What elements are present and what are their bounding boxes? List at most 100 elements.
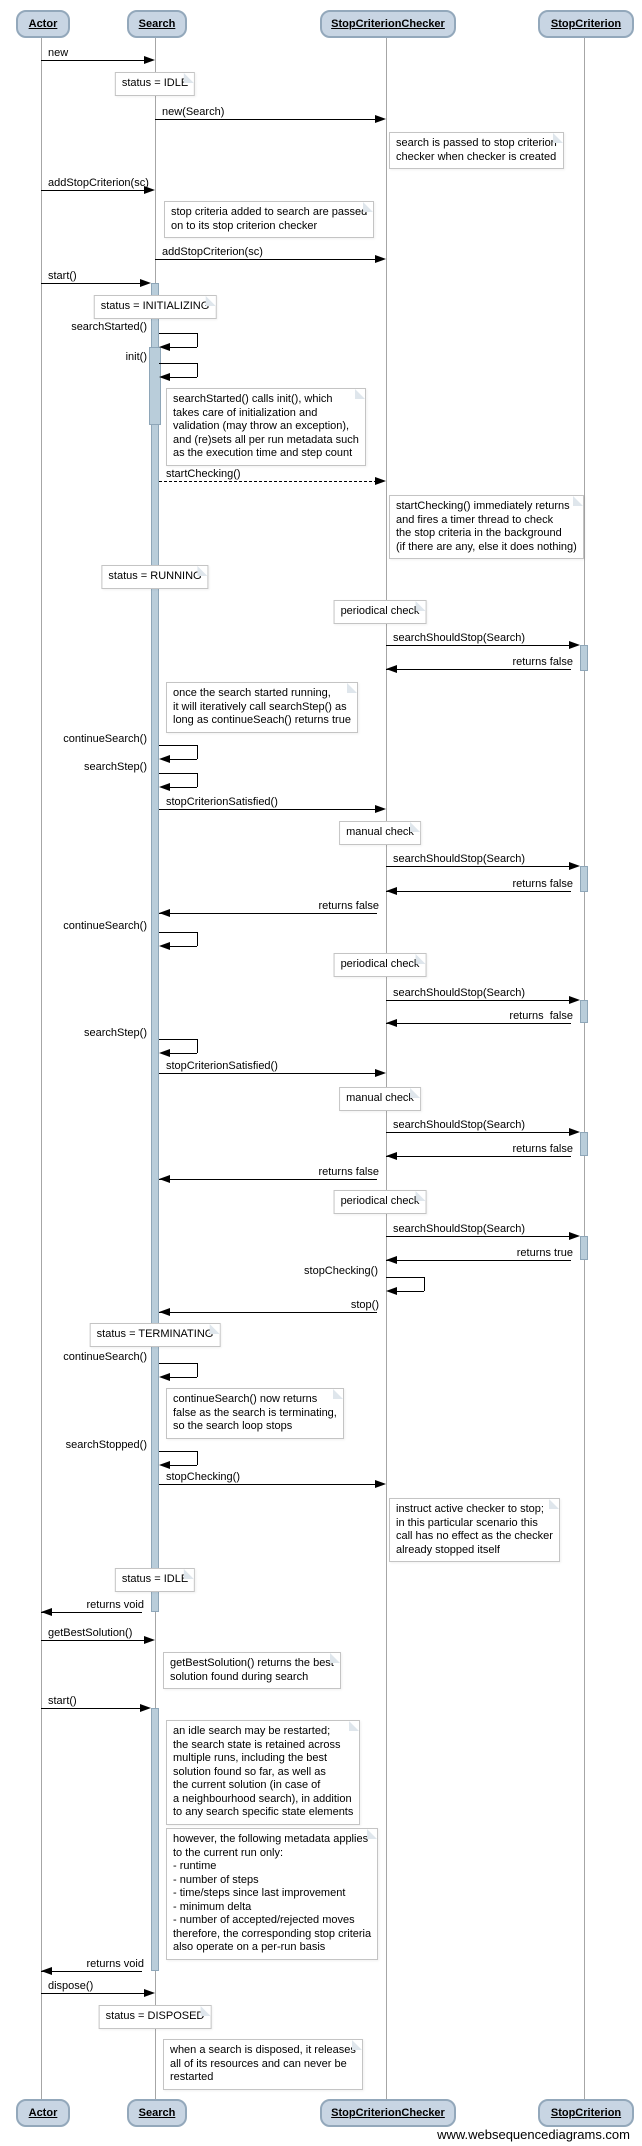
arrowhead: [144, 56, 155, 64]
message-label: returns false: [512, 1143, 573, 1155]
note: periodical check: [333, 600, 427, 624]
arrowhead: [159, 1461, 170, 1469]
message-line: [41, 283, 142, 284]
lifeline-criterion: [584, 36, 585, 2099]
arrowhead: [144, 1636, 155, 1644]
message-line: [159, 809, 377, 810]
message-line: [159, 913, 377, 914]
note: periodical check: [333, 953, 427, 977]
arrowhead: [159, 1175, 170, 1183]
participant-criterion-top: StopCriterion: [538, 10, 634, 38]
message-line: [386, 891, 571, 892]
arrowhead: [386, 887, 397, 895]
message-label: continueSearch(): [63, 920, 147, 932]
message-line: [41, 190, 146, 191]
message-line: [396, 1291, 424, 1292]
note: status = RUNNING: [101, 565, 209, 589]
participant-checker-top: StopCriterionChecker: [320, 10, 456, 38]
message-line: [159, 1312, 377, 1313]
message-line: [159, 363, 197, 364]
arrowhead: [375, 805, 386, 813]
note: startChecking() immediately returns and …: [389, 495, 584, 559]
message-label: searchStep(): [84, 1027, 147, 1039]
arrowhead: [386, 1256, 397, 1264]
message-line: [386, 645, 571, 646]
message-line: [197, 363, 198, 377]
arrowhead: [375, 477, 386, 485]
message-label: returns void: [86, 1599, 144, 1611]
message-line: [424, 1277, 425, 1291]
message-label: searchStarted(): [71, 321, 147, 333]
message-label: init(): [125, 351, 147, 363]
arrowhead: [375, 1069, 386, 1077]
lifeline-actor: [41, 36, 42, 2099]
note: when a search is disposed, it releases a…: [163, 2039, 363, 2090]
arrowhead: [569, 641, 580, 649]
message-line: [169, 759, 197, 760]
message-line: [159, 1484, 377, 1485]
message-line: [169, 377, 197, 378]
note: an idle search may be restarted; the sea…: [166, 1720, 361, 1825]
activation-bar-search: [151, 1708, 159, 1971]
note: status = IDLE: [114, 72, 196, 96]
arrowhead: [159, 909, 170, 917]
message-line: [41, 1708, 142, 1709]
message-line: [386, 1260, 571, 1261]
message-label: returns false: [318, 1166, 379, 1178]
note: status = TERMINATING: [89, 1323, 221, 1347]
arrowhead: [569, 1232, 580, 1240]
message-label: searchShouldStop(Search): [393, 632, 526, 644]
activation-bar-search: [151, 283, 159, 1612]
arrowhead: [159, 942, 170, 950]
message-line: [169, 946, 197, 947]
arrowhead: [375, 115, 386, 123]
message-label: searchStep(): [84, 761, 147, 773]
note: manual check: [339, 1087, 421, 1111]
note: status = DISPOSED: [98, 2005, 212, 2029]
message-line: [159, 481, 377, 482]
note: once the search started running, it will…: [166, 682, 358, 733]
message-label: returns false: [509, 1010, 573, 1022]
note: searchStarted() calls init(), which take…: [166, 388, 366, 466]
note: status = INITIALIZING: [93, 295, 217, 319]
message-label: continueSearch(): [63, 733, 147, 745]
message-label: new: [48, 47, 69, 59]
message-label: start(): [48, 270, 77, 282]
arrowhead: [41, 1608, 52, 1616]
message-line: [386, 1277, 424, 1278]
message-label: continueSearch(): [63, 1351, 147, 1363]
message-line: [386, 1023, 571, 1024]
message-label: searchShouldStop(Search): [393, 1119, 526, 1131]
message-line: [169, 347, 197, 348]
message-label: returns false: [512, 656, 573, 668]
note: getBestSolution() returns the best solut…: [163, 1652, 341, 1689]
message-label: searchShouldStop(Search): [393, 987, 526, 999]
message-line: [41, 1993, 146, 1994]
arrowhead: [140, 1704, 151, 1712]
message-line: [41, 1971, 142, 1972]
message-line: [197, 1363, 198, 1377]
arrowhead: [159, 1308, 170, 1316]
activation-bar-criterion: [580, 1000, 588, 1023]
arrowhead: [569, 862, 580, 870]
arrowhead: [569, 996, 580, 1004]
activation-bar-criterion: [580, 645, 588, 671]
message-label: searchShouldStop(Search): [393, 853, 526, 865]
message-line: [197, 333, 198, 347]
message-line: [169, 1465, 197, 1466]
arrowhead: [144, 186, 155, 194]
arrowhead: [144, 1989, 155, 1997]
arrowhead: [375, 255, 386, 263]
participant-search-top: Search: [127, 10, 187, 38]
arrowhead: [159, 755, 170, 763]
message-line: [386, 1156, 571, 1157]
message-line: [41, 1640, 146, 1641]
note: manual check: [339, 821, 421, 845]
message-label: searchStopped(): [65, 1439, 147, 1451]
message-label: stopChecking(): [166, 1471, 240, 1483]
message-label: startChecking(): [166, 468, 241, 480]
message-line: [169, 1377, 197, 1378]
message-line: [197, 932, 198, 946]
note: continueSearch() now returns false as th…: [166, 1388, 344, 1439]
arrowhead: [140, 279, 151, 287]
